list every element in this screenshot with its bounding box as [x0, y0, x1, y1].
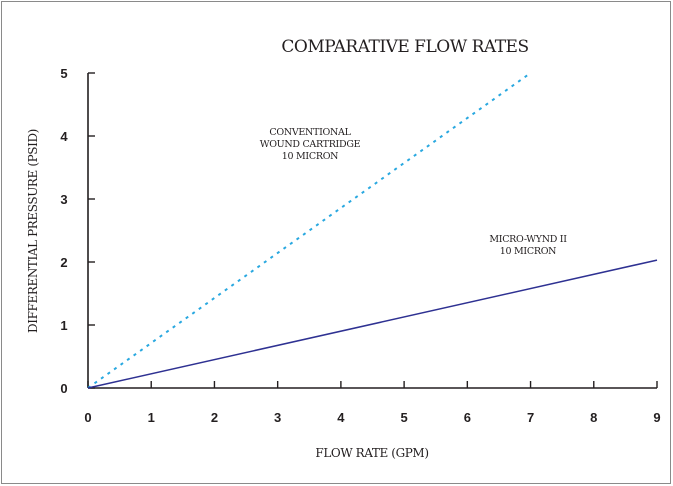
x-tick-label: 3 [274, 410, 281, 425]
x-tick-label: 5 [400, 410, 407, 425]
series-annotation-label: 10 MICRON [500, 246, 556, 257]
series-annotation-label: MICRO-WYND II [489, 234, 567, 245]
y-tick-label: 2 [60, 255, 67, 270]
y-axis-title: DIFFERENTIAL PRESSURE (PSID) [26, 129, 40, 333]
chart-title: COMPARATIVE FLOW RATES [281, 37, 528, 57]
ticks: 0 1 2 3 4 5 0 1 2 3 4 5 6 7 8 9 [60, 66, 660, 425]
x-tick-label: 2 [211, 410, 218, 425]
axes [87, 73, 657, 389]
x-tick-label: 1 [148, 410, 155, 425]
x-tick-label: 8 [590, 410, 597, 425]
series-annotation-label: 10 MICRON [282, 151, 338, 162]
y-tick-label: 0 [60, 381, 67, 396]
y-tick-label: 4 [60, 129, 68, 144]
series-layer [87, 72, 658, 389]
y-tick-label: 1 [60, 318, 67, 333]
series-line-micro-wynd [87, 259, 658, 389]
x-tick-label: 4 [337, 410, 345, 425]
x-tick-label: 6 [464, 410, 471, 425]
x-axis-title: FLOW RATE (GPM) [315, 446, 428, 460]
y-tick-label: 5 [60, 66, 67, 81]
series-annotation-label: CONVENTIONAL [269, 127, 351, 138]
x-tick-label: 9 [653, 410, 660, 425]
series-line-conventional [87, 72, 532, 389]
y-tick-label: 3 [60, 192, 67, 207]
x-tick-label: 0 [84, 410, 91, 425]
series-annotation-label: WOUND CARTRIDGE [260, 139, 361, 150]
x-tick-label: 7 [527, 410, 534, 425]
